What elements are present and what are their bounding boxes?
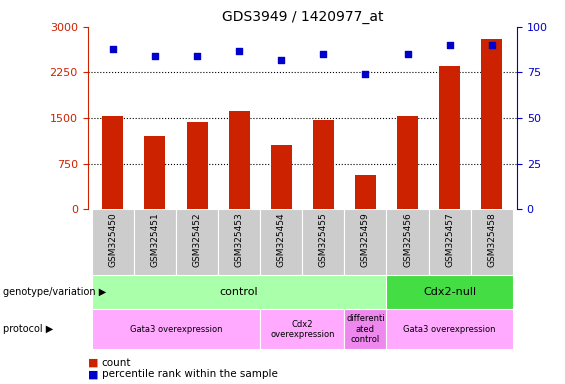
Bar — [429, 209, 471, 275]
Title: GDS3949 / 1420977_at: GDS3949 / 1420977_at — [221, 10, 383, 25]
Bar — [386, 209, 429, 275]
Bar — [134, 209, 176, 275]
Text: genotype/variation ▶: genotype/variation ▶ — [3, 287, 106, 297]
Text: protocol ▶: protocol ▶ — [3, 324, 53, 334]
Bar — [145, 136, 166, 209]
Bar — [271, 146, 292, 209]
Bar — [229, 111, 250, 209]
Text: Gata3 overexpression: Gata3 overexpression — [403, 325, 496, 334]
Text: GSM325457: GSM325457 — [445, 213, 454, 267]
Bar — [345, 209, 386, 275]
Text: GSM325452: GSM325452 — [193, 213, 202, 267]
Point — [445, 42, 454, 48]
Text: percentile rank within the sample: percentile rank within the sample — [102, 369, 277, 379]
Text: GSM325455: GSM325455 — [319, 213, 328, 267]
Text: count: count — [102, 358, 131, 368]
Bar — [313, 120, 334, 209]
Text: Cdx2-null: Cdx2-null — [423, 287, 476, 297]
Text: Cdx2
overexpression: Cdx2 overexpression — [270, 319, 334, 339]
Text: ■: ■ — [88, 369, 98, 379]
Bar — [481, 39, 502, 209]
Text: Gata3 overexpression: Gata3 overexpression — [130, 325, 222, 334]
Bar — [345, 309, 386, 349]
Bar — [260, 209, 302, 275]
Bar — [92, 209, 134, 275]
Point — [108, 46, 118, 52]
Point — [234, 48, 244, 54]
Point — [193, 53, 202, 59]
Text: GSM325450: GSM325450 — [108, 213, 118, 267]
Text: GSM325451: GSM325451 — [150, 213, 159, 267]
Bar — [92, 309, 260, 349]
Point — [487, 42, 496, 48]
Point — [403, 51, 412, 57]
Point — [277, 56, 286, 63]
Bar — [439, 66, 460, 209]
Text: GSM325454: GSM325454 — [277, 213, 286, 267]
Text: control: control — [220, 287, 258, 297]
Bar — [302, 209, 345, 275]
Point — [361, 71, 370, 78]
Bar — [186, 122, 207, 209]
Text: GSM325456: GSM325456 — [403, 213, 412, 267]
Text: ■: ■ — [88, 358, 98, 368]
Bar — [397, 116, 418, 209]
Text: GSM325453: GSM325453 — [234, 213, 244, 267]
Bar — [260, 309, 345, 349]
Text: GSM325459: GSM325459 — [361, 213, 370, 267]
Bar — [471, 209, 513, 275]
Bar — [355, 175, 376, 209]
Bar — [102, 116, 123, 209]
Text: differenti
ated
control: differenti ated control — [346, 314, 385, 344]
Text: GSM325458: GSM325458 — [487, 213, 496, 267]
Bar — [176, 209, 218, 275]
Bar — [386, 275, 513, 309]
Point — [150, 53, 159, 59]
Bar — [92, 275, 386, 309]
Bar — [386, 309, 513, 349]
Bar — [218, 209, 260, 275]
Point — [319, 51, 328, 57]
